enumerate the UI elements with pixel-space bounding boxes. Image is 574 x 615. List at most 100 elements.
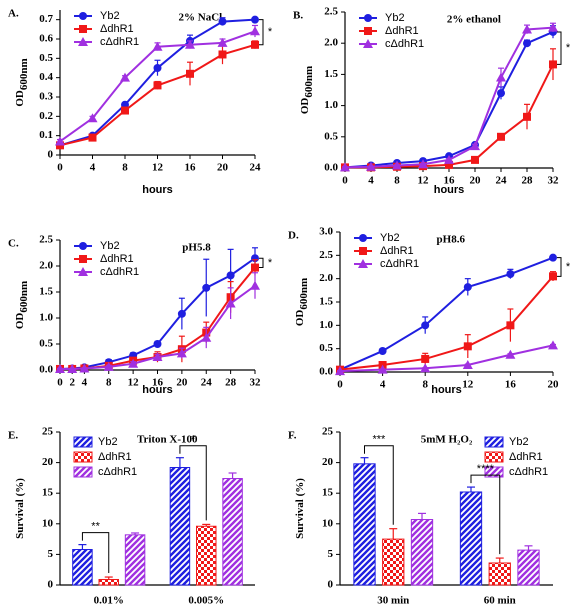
bar xyxy=(353,463,376,586)
x-tick-label: 4 xyxy=(368,175,374,187)
y-tick-label: 1.5 xyxy=(324,68,338,80)
x-tick-label: 8 xyxy=(122,162,128,174)
y-tick-label: 0.5 xyxy=(319,342,333,354)
legend-marker xyxy=(79,12,87,20)
y-tick-label: 25 xyxy=(42,426,54,438)
y-axis-label-main: OD xyxy=(299,98,311,115)
x-tick-label: 24 xyxy=(496,175,508,187)
significance-label: * xyxy=(191,434,196,446)
x-tick-label: 16 xyxy=(444,175,456,187)
significance-bracket xyxy=(259,257,264,269)
y-tick-label: 0.5 xyxy=(39,338,53,350)
x-tick-label: 32 xyxy=(548,175,560,187)
significance-bracket xyxy=(81,532,110,574)
data-point xyxy=(522,24,532,34)
y-axis-label-sub: 600nm xyxy=(298,278,310,310)
data-point xyxy=(548,340,558,350)
legend-marker xyxy=(364,14,372,22)
legend-marker xyxy=(79,255,87,263)
y-tick-label: 2.5 xyxy=(319,249,333,261)
legend-swatch xyxy=(73,436,93,448)
significance-bracket xyxy=(259,19,264,46)
y-tick-label: 0.2 xyxy=(39,110,53,122)
y-axis-label: OD600nm xyxy=(294,278,310,326)
panel-label: E. xyxy=(8,430,18,442)
y-tick-label: 2.5 xyxy=(39,234,53,246)
x-axis-label: hours xyxy=(434,184,465,196)
data-point xyxy=(420,363,431,373)
data-point xyxy=(218,17,227,26)
data-point xyxy=(177,309,186,318)
y-tick-label: 0.4 xyxy=(39,71,53,83)
data-point xyxy=(340,162,350,172)
legend-label: ΔdhR1 xyxy=(100,253,134,265)
data-point xyxy=(523,112,531,121)
bar xyxy=(410,519,434,586)
legend-marker xyxy=(79,242,87,250)
y-tick-label: 0.1 xyxy=(39,129,53,141)
bar xyxy=(169,466,191,586)
legend-label: Yb2 xyxy=(98,436,118,448)
data-point xyxy=(55,136,65,146)
y-axis-label: OD600nm xyxy=(14,58,30,106)
significance-label: *** xyxy=(372,434,386,446)
x-tick-label: 4 xyxy=(90,162,96,174)
y-tick-label: 2.0 xyxy=(324,37,338,49)
data-point xyxy=(418,159,428,169)
bar xyxy=(488,562,511,586)
legend-marker xyxy=(359,234,367,242)
y-tick-label: 1.0 xyxy=(324,99,338,111)
data-point xyxy=(506,321,515,330)
significance-label: * xyxy=(268,26,273,38)
x-axis-label: hours xyxy=(431,384,462,396)
data-point xyxy=(79,363,90,373)
data-point xyxy=(176,348,187,358)
x-tick-label: 0 xyxy=(337,379,343,391)
x-tick-label: 12 xyxy=(152,162,164,174)
data-point xyxy=(88,133,97,142)
x-tick-label: 20 xyxy=(548,379,560,391)
y-tick-label: 1.5 xyxy=(319,296,333,308)
y-tick-label: 10 xyxy=(322,517,334,529)
legend-label: cΔdhR1 xyxy=(380,258,419,270)
series-line xyxy=(339,256,554,371)
series-line xyxy=(344,26,554,169)
y-tick-label: 1.5 xyxy=(39,286,53,298)
data-point xyxy=(506,270,515,278)
legend-swatch xyxy=(484,466,504,478)
legend-label: ΔdhR1 xyxy=(509,451,543,463)
y-tick-label: 0.0 xyxy=(324,162,338,174)
significance-label: * xyxy=(566,42,571,54)
y-tick-label: 0.6 xyxy=(39,33,53,45)
data-point xyxy=(153,64,162,72)
bar xyxy=(124,534,146,586)
x-tick-label: 12 xyxy=(462,379,474,391)
legend-marker xyxy=(359,247,367,255)
x-tick-label: 28 xyxy=(522,175,534,187)
y-tick-label: 10 xyxy=(42,517,54,529)
y-tick-label: 2.0 xyxy=(319,272,333,284)
data-point xyxy=(67,363,78,373)
significance-bracket xyxy=(470,474,501,555)
y-tick-label: 5 xyxy=(328,548,334,560)
x-tick-label: 24 xyxy=(201,377,213,389)
data-point xyxy=(392,160,402,170)
y-tick-label: 15 xyxy=(322,487,334,499)
data-point xyxy=(470,141,480,151)
y-axis-label: Survival (%) xyxy=(294,478,306,539)
panel-label: C. xyxy=(8,238,19,250)
y-tick-label: 0.5 xyxy=(324,130,338,142)
data-point xyxy=(55,363,65,373)
chart-title: pH8.6 xyxy=(437,234,466,246)
y-tick-label: 15 xyxy=(42,487,54,499)
x-tick-label: 12 xyxy=(418,175,430,187)
series-line xyxy=(339,275,554,371)
x-tick-label: 28 xyxy=(225,377,237,389)
data-point xyxy=(444,154,454,164)
chart-title: pH5.8 xyxy=(182,242,211,254)
x-tick-label: 16 xyxy=(185,162,197,174)
x-tick-label: 2 xyxy=(69,377,75,389)
data-point xyxy=(445,160,453,169)
